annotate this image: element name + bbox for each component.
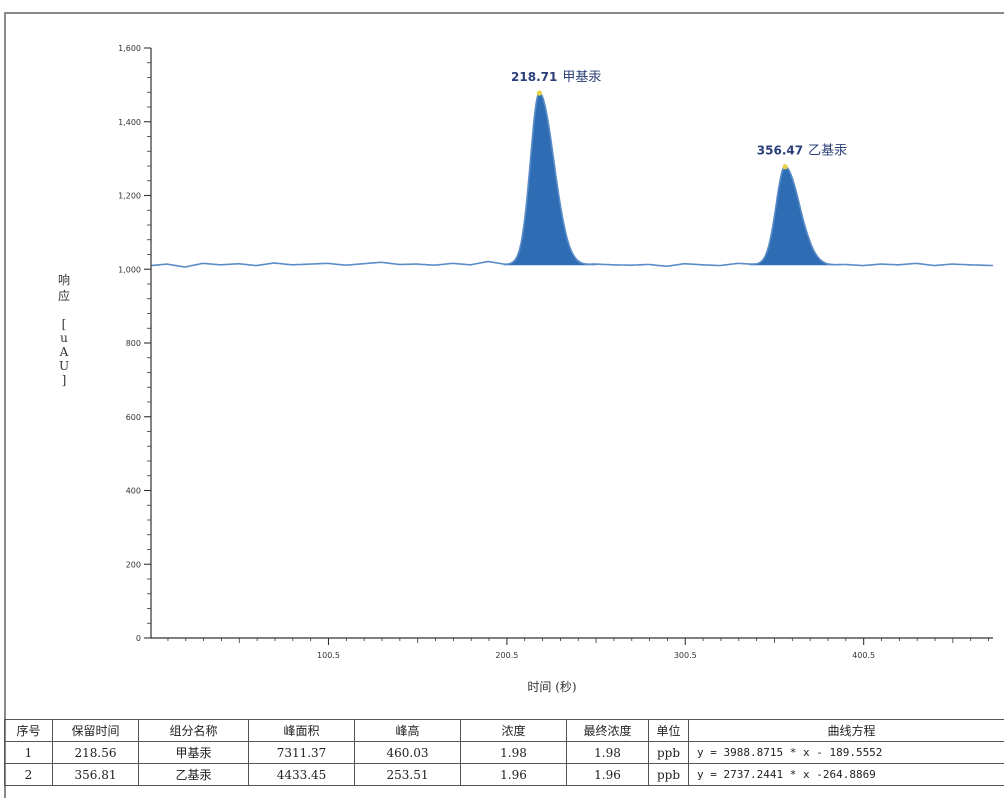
y-tick-label: 1,200 [118,192,141,201]
table-cell: 253.51 [354,763,461,786]
x-tick-label: 300.5 [674,651,697,660]
column-header: 峰高 [354,719,461,742]
x-axis-title: 时间 (秒) [527,680,576,694]
table-cell: 1.96 [566,763,649,786]
peak-area [749,166,843,266]
table-cell: ppb [648,763,689,786]
table-header-row: 序号 保留时间 组分名称 峰面积 峰高 浓度 最终浓度 单位 曲线方程 [4,719,1004,742]
peak-apex-marker [782,164,788,170]
y-axis-ticks: 0 200 400 600 800 1,000 1,200 1,400 1,600 [118,44,151,643]
table-cell: ppb [648,741,689,764]
table-cell: 甲基汞 [138,741,249,764]
y-axis-title-char: U [59,359,69,373]
table-cell: 356.81 [52,763,139,786]
peak-labels: 218.71 甲基汞 356.47 乙基汞 [511,70,847,170]
y-tick-label: 0 [136,634,141,643]
y-tick-label: 200 [126,560,141,569]
chromatogram-window: 0 200 400 600 800 1,000 1,200 1,400 1,600 100.5 2… [4,12,1004,798]
x-tick-label: 100.5 [317,651,340,660]
y-tick-label: 1,000 [118,265,141,274]
table-cell: 4433.45 [248,763,355,786]
table-cell: 2 [4,763,53,786]
table-cell: 218.56 [52,741,139,764]
y-axis-title: 响应 [uAU] [58,272,70,387]
y-axis-title-char: [ [62,317,67,331]
column-header: 峰面积 [248,719,355,742]
peak-label: 356.47 [757,144,803,158]
y-tick-label: 600 [126,413,141,422]
table-cell: 1.98 [566,741,649,764]
column-header: 浓度 [460,719,567,742]
column-header: 最终浓度 [566,719,649,742]
peak-compound-name: 乙基汞 [808,144,847,159]
y-axis-title-char: ] [62,373,67,387]
table-cell: 7311.37 [248,741,355,764]
y-tick-label: 400 [126,487,141,496]
x-tick-label: 200.5 [495,651,518,660]
y-tick-label: 1,600 [118,44,141,53]
table-cell: y = 2737.2441 * x -264.8869 [688,763,1004,786]
column-header: 保留时间 [52,719,139,742]
column-header: 组分名称 [138,719,249,742]
peak-label: 218.71 [511,70,557,84]
results-table: 序号 保留时间 组分名称 峰面积 峰高 浓度 最终浓度 单位 曲线方程 1 218.56 甲基汞 73… [4,719,1004,786]
peak-apex-marker [536,90,542,96]
y-axis-title-char: A [59,345,69,359]
table-cell: 460.03 [354,741,461,764]
x-tick-label: 400.5 [852,651,875,660]
peak-area [503,92,597,266]
column-header: 单位 [648,719,689,742]
x-axis-ticks: 100.5 200.5 300.5 400.5 [167,638,989,660]
peak-fills [503,92,843,266]
y-axis-title-char: 应 [58,288,70,303]
y-tick-label: 800 [126,339,141,348]
table-cell: 1 [4,741,53,764]
chromatogram-chart: 0 200 400 600 800 1,000 1,200 1,400 1,600 100.5 2… [58,44,994,694]
table-cell: 乙基汞 [138,763,249,786]
table-row: 2 356.81 乙基汞 4433.45 253.51 1.96 1.96 ppb y = 27… [4,763,1004,786]
table-row: 1 218.56 甲基汞 7311.37 460.03 1.98 1.98 ppb y = 39… [4,741,1004,764]
column-header: 序号 [4,719,53,742]
y-axis-title-char: 响 [58,272,70,287]
column-header: 曲线方程 [688,719,1004,742]
peak-compound-name: 甲基汞 [562,70,601,85]
table-cell: 1.96 [460,763,567,786]
table-cell: y = 3988.8715 * x - 189.5552 [688,741,1004,764]
y-axis-title-char: u [60,331,68,345]
signal-line [150,92,994,268]
table-cell: 1.98 [460,741,567,764]
y-tick-label: 1,400 [118,118,141,127]
